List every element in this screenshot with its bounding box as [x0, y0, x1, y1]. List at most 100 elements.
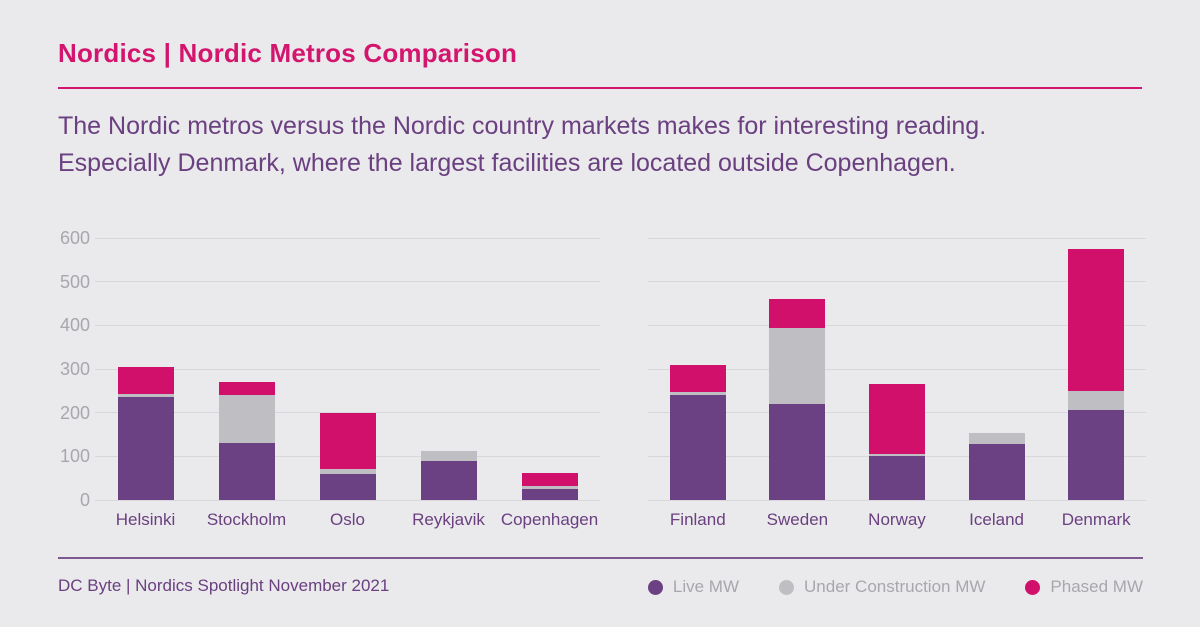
bar-stack-copenhagen [521, 472, 578, 500]
segment-live-mw [117, 397, 174, 500]
legend: Live MW Under Construction MW Phased MW [647, 577, 1143, 597]
bar-stack-oslo [319, 412, 376, 500]
source-caption: DC Byte | Nordics Spotlight November 202… [58, 576, 390, 595]
segment-live-mw [420, 460, 477, 500]
segment-under-construction-mw [117, 393, 174, 398]
gridline-0 [95, 499, 600, 501]
countries-chart: Finland Sweden Norway Iceland Denmark [648, 237, 1146, 538]
metros-chart: Helsinki Stockholm Oslo Reykjavik Copenhagen [95, 237, 600, 538]
category-label: Iceland [969, 510, 1024, 529]
segment-under-construction-mw [218, 395, 275, 444]
segment-under-construction-mw [769, 327, 826, 404]
y-tick-0: 0 [79, 490, 90, 510]
category-label: Oslo [330, 510, 365, 529]
category-label: Finland [669, 510, 726, 529]
charts-row: 0 100 200 300 400 500 600 Helsinki Stockholm Osl… [58, 229, 1148, 538]
y-tick-400: 400 [59, 315, 90, 336]
legend-dot-icon [1025, 579, 1041, 595]
gridline-400 [95, 324, 600, 326]
segment-phased-mw [769, 299, 826, 328]
gridline-600 [648, 237, 1146, 239]
segment-under-construction-mw [968, 433, 1025, 445]
category-label: Sweden [766, 510, 829, 529]
segment-phased-mw [521, 472, 578, 487]
bar-sweden: Sweden [767, 238, 828, 529]
segment-live-mw [319, 473, 376, 500]
bar-norway: Norway [868, 238, 926, 529]
category-label: Helsinki [115, 510, 176, 529]
legend-label: Live MW [672, 577, 740, 596]
bar-iceland: Iceland [968, 238, 1025, 529]
footer-divider [58, 557, 1143, 559]
y-tick-300: 300 [59, 359, 90, 379]
segment-live-mw [521, 489, 578, 500]
bar-stack-reykjavik [420, 451, 477, 500]
segment-under-construction-mw [521, 486, 578, 490]
bar-stockholm: Stockholm [207, 238, 286, 529]
y-tick-200: 200 [59, 402, 90, 423]
gridline-500 [95, 281, 600, 283]
gridline-200 [95, 412, 600, 414]
y-tick-600: 600 [59, 228, 90, 248]
title-divider [58, 87, 1142, 89]
bar-stack-sweden [769, 299, 826, 500]
segment-under-construction-mw [669, 392, 726, 396]
segment-live-mw [1068, 410, 1125, 500]
legend-item-phased-mw: Phased MW [1025, 577, 1143, 597]
category-label: Norway [868, 510, 926, 529]
segment-live-mw [669, 395, 726, 500]
nordic-countries-bars: Finland Sweden Norway Iceland Denmark [648, 238, 1146, 529]
bar-stack-stockholm [218, 382, 275, 500]
nordic-metros-bars: Helsinki Stockholm Oslo Reykjavik Copenhagen [95, 238, 600, 529]
y-axis: 0 100 200 300 400 500 600 [58, 229, 90, 509]
category-label: Copenhagen [500, 510, 599, 529]
category-label: Stockholm [206, 510, 287, 529]
bar-finland: Finland [669, 238, 726, 529]
segment-live-mw [968, 444, 1025, 500]
bar-oslo: Oslo [319, 238, 376, 529]
y-tick-100: 100 [59, 446, 90, 467]
segment-phased-mw [117, 366, 174, 394]
legend-label: Under Construction MW [804, 577, 986, 596]
segment-under-construction-mw [1068, 390, 1125, 411]
segment-phased-mw [669, 364, 726, 393]
gridline-600 [95, 237, 600, 239]
nordic-metros-plot: Helsinki Stockholm Oslo Reykjavik Copenhagen [95, 237, 600, 529]
bar-copenhagen: Copenhagen [501, 238, 598, 529]
legend-item-under-construction-mw: Under Construction MW [779, 577, 985, 597]
legend-label: Phased MW [1050, 577, 1143, 596]
segment-under-construction-mw [420, 451, 477, 461]
segment-phased-mw [868, 384, 925, 455]
segment-phased-mw [218, 382, 275, 396]
gridline-300 [648, 368, 1146, 370]
bar-stack-iceland [968, 433, 1025, 500]
gridline-300 [95, 368, 600, 370]
legend-dot-icon [779, 579, 795, 595]
bar-reykjavik: Reykjavik [412, 238, 485, 529]
segment-live-mw [769, 403, 826, 500]
segment-live-mw [868, 456, 925, 500]
legend-item-live-mw: Live MW [647, 577, 740, 597]
segment-phased-mw [1068, 248, 1125, 391]
y-tick-500: 500 [59, 271, 90, 292]
gridline-0 [648, 499, 1146, 501]
nordic-countries-plot: Finland Sweden Norway Iceland Denmark [648, 237, 1146, 529]
gridline-500 [648, 281, 1146, 283]
subtitle-line-1: The Nordic metros versus the Nordic coun… [58, 112, 987, 140]
subtitle-line-2: Especially Denmark, where the largest fa… [58, 149, 956, 177]
subtitle: The Nordic metros versus the Nordic coun… [58, 108, 986, 182]
gridline-400 [648, 324, 1146, 326]
segment-under-construction-mw [319, 469, 376, 474]
category-label: Denmark [1061, 510, 1131, 529]
segment-under-construction-mw [868, 454, 925, 457]
category-label: Reykjavik [412, 510, 485, 529]
bar-stack-norway [868, 384, 925, 500]
segment-phased-mw [319, 412, 376, 470]
bar-denmark: Denmark [1062, 238, 1131, 529]
legend-dot-icon [647, 579, 663, 595]
bar-helsinki: Helsinki [116, 238, 175, 529]
bar-stack-finland [669, 364, 726, 500]
segment-live-mw [218, 443, 275, 500]
bar-stack-denmark [1068, 248, 1125, 500]
